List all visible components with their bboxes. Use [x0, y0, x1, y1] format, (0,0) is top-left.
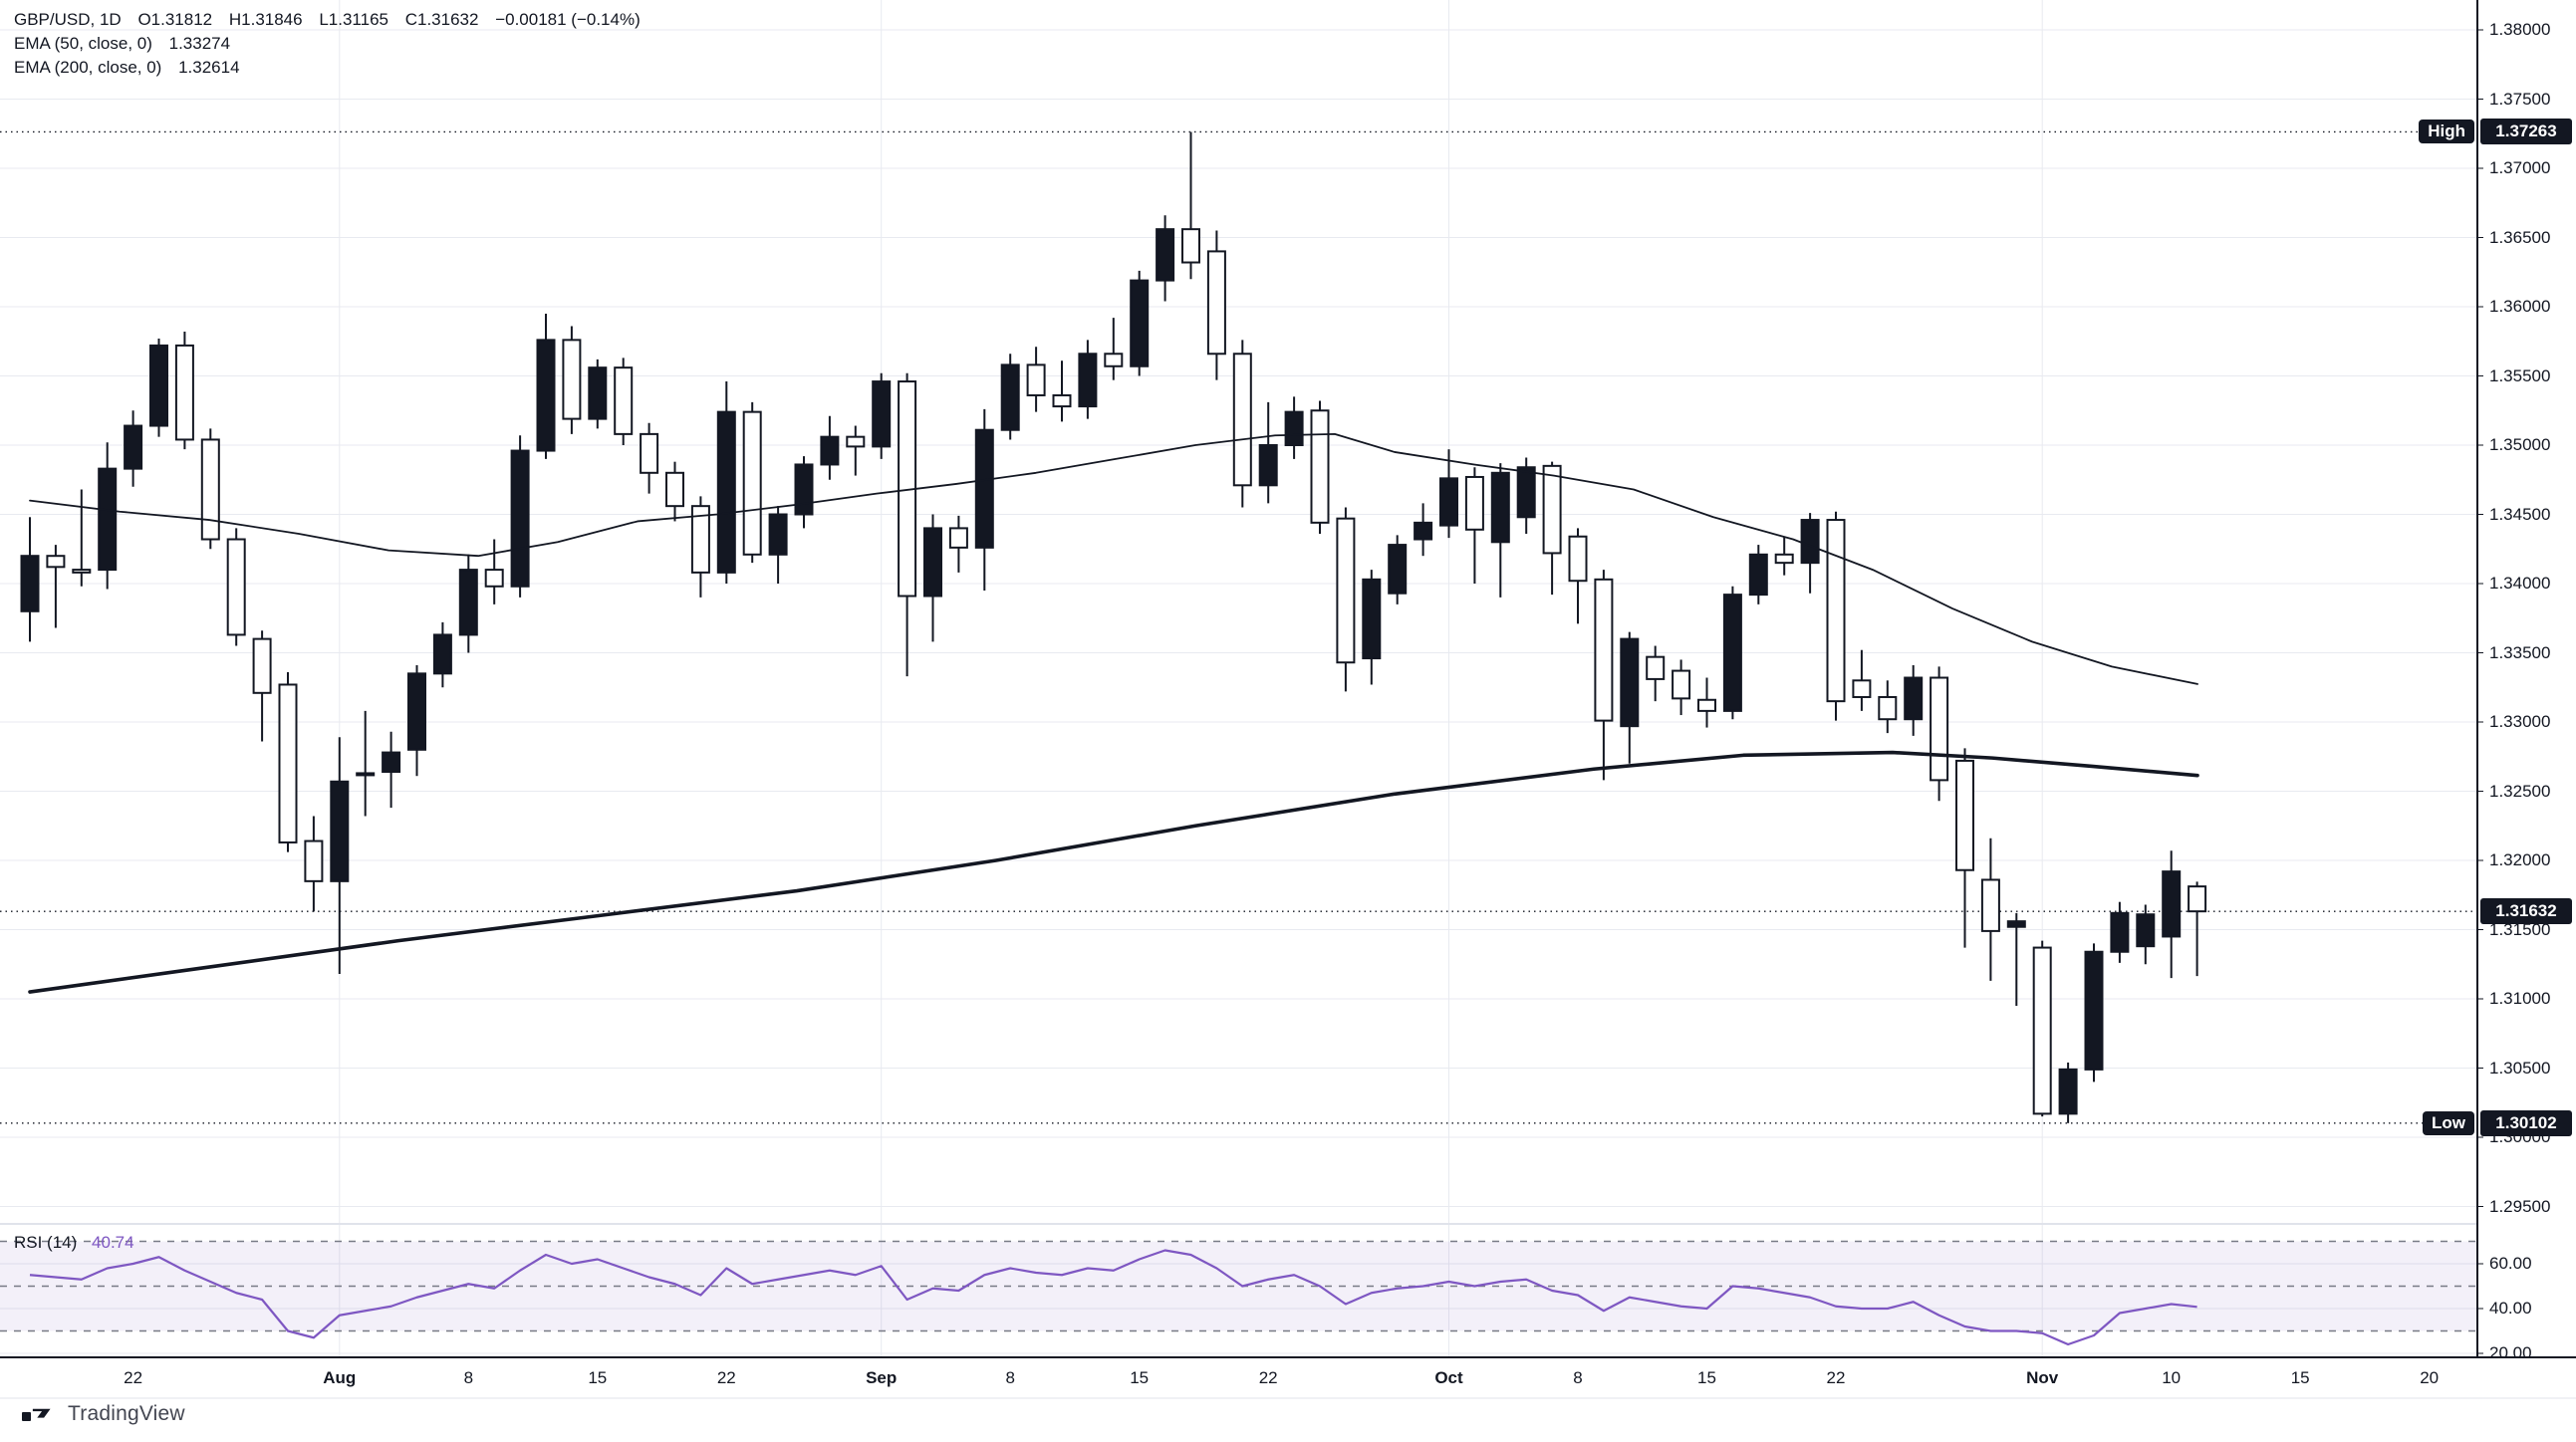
- ohlc-close: C1.31632: [404, 10, 479, 29]
- date-axis-label: 10: [2162, 1368, 2182, 1387]
- date-axis-label: 22: [716, 1368, 736, 1387]
- tradingview-logo-text: TradingView: [68, 1402, 185, 1425]
- low-price-badge: 1.30102: [2480, 1109, 2572, 1136]
- date-axis-label: 20: [2420, 1368, 2440, 1387]
- ohlc-high: H1.31846: [228, 10, 303, 29]
- price-axis-label: 1.36500: [2489, 227, 2551, 247]
- price-axis-label: 1.36000: [2489, 297, 2551, 316]
- date-axis-label: Nov: [2026, 1368, 2059, 1387]
- price-axis-label: 1.31000: [2489, 989, 2551, 1008]
- price-axis-label: 1.32500: [2489, 781, 2551, 801]
- symbol-legend-row[interactable]: GBP/USD, 1D O1.31812 H1.31846 L1.31165 C…: [14, 8, 652, 32]
- date-axis-label: 22: [1258, 1368, 1278, 1387]
- date-axis-label: Aug: [323, 1368, 357, 1387]
- price-axis-label: 1.35500: [2489, 365, 2551, 385]
- last-price-badge: 1.31632: [2480, 898, 2572, 925]
- price-axis-label: 1.33500: [2489, 642, 2551, 662]
- price-axis-label: 1.31500: [2489, 919, 2551, 939]
- price-axis-label: 1.34500: [2489, 504, 2551, 524]
- price-axis-label: 1.37500: [2489, 89, 2551, 109]
- ema200-value: 1.32614: [178, 58, 240, 77]
- rsi-axis-label: 20.00: [2489, 1343, 2532, 1362]
- rsi-axis-label: 60.00: [2489, 1254, 2532, 1273]
- date-axis-label: 22: [124, 1368, 143, 1387]
- date-axis-label: 8: [1005, 1368, 1015, 1387]
- rsi-axis-label: 40.00: [2489, 1299, 2532, 1318]
- date-axis-label: 22: [1826, 1368, 1846, 1387]
- price-axis-label: 1.35000: [2489, 435, 2551, 454]
- tradingview-logo[interactable]: TradingView: [22, 1402, 185, 1426]
- date-axis-label: 15: [1130, 1368, 1150, 1387]
- symbol-title: GBP/USD, 1D: [14, 10, 122, 29]
- price-axis-label: 1.33000: [2489, 712, 2551, 731]
- price-axis-label: 1.38000: [2489, 20, 2551, 39]
- price-change: −0.00181 (−0.14%): [495, 10, 641, 29]
- date-axis-label: Sep: [866, 1368, 898, 1387]
- date-axis-label: 8: [1573, 1368, 1583, 1387]
- date-axis-label: Oct: [1434, 1368, 1463, 1387]
- ema50-label: EMA (50, close, 0): [14, 34, 152, 53]
- high-price-badge: 1.37263: [2480, 119, 2572, 145]
- ema50-value: 1.33274: [168, 34, 231, 53]
- price-axis-label: 1.29500: [2489, 1196, 2551, 1216]
- rsi-value: 40.74: [92, 1233, 134, 1252]
- rsi-label: RSI (14): [14, 1233, 78, 1252]
- symbol-legend: GBP/USD, 1D O1.31812 H1.31846 L1.31165 C…: [14, 8, 652, 80]
- ema200-label: EMA (200, close, 0): [14, 58, 162, 77]
- date-axis-label: 15: [588, 1368, 608, 1387]
- ema50-legend-row[interactable]: EMA (50, close, 0) 1.33274: [14, 32, 652, 56]
- price-axis-label: 1.37000: [2489, 158, 2551, 177]
- price-axis-label: 1.34000: [2489, 574, 2551, 593]
- rsi-legend-row[interactable]: RSI (14) 40.74: [14, 1233, 134, 1253]
- high-line-label: High: [2419, 120, 2474, 144]
- tradingview-logo-icon: [22, 1408, 51, 1421]
- date-axis-label: 8: [463, 1368, 474, 1387]
- ohlc-open: O1.31812: [137, 10, 213, 29]
- ohlc-low: L1.31165: [319, 10, 388, 29]
- date-axis-label: 15: [1697, 1368, 1716, 1387]
- price-axis-label: 1.30500: [2489, 1058, 2551, 1078]
- price-axis-label: 1.32000: [2489, 850, 2551, 869]
- date-axis-label: 15: [2290, 1368, 2310, 1387]
- low-line-label: Low: [2423, 1110, 2474, 1135]
- ema200-legend-row[interactable]: EMA (200, close, 0) 1.32614: [14, 56, 652, 80]
